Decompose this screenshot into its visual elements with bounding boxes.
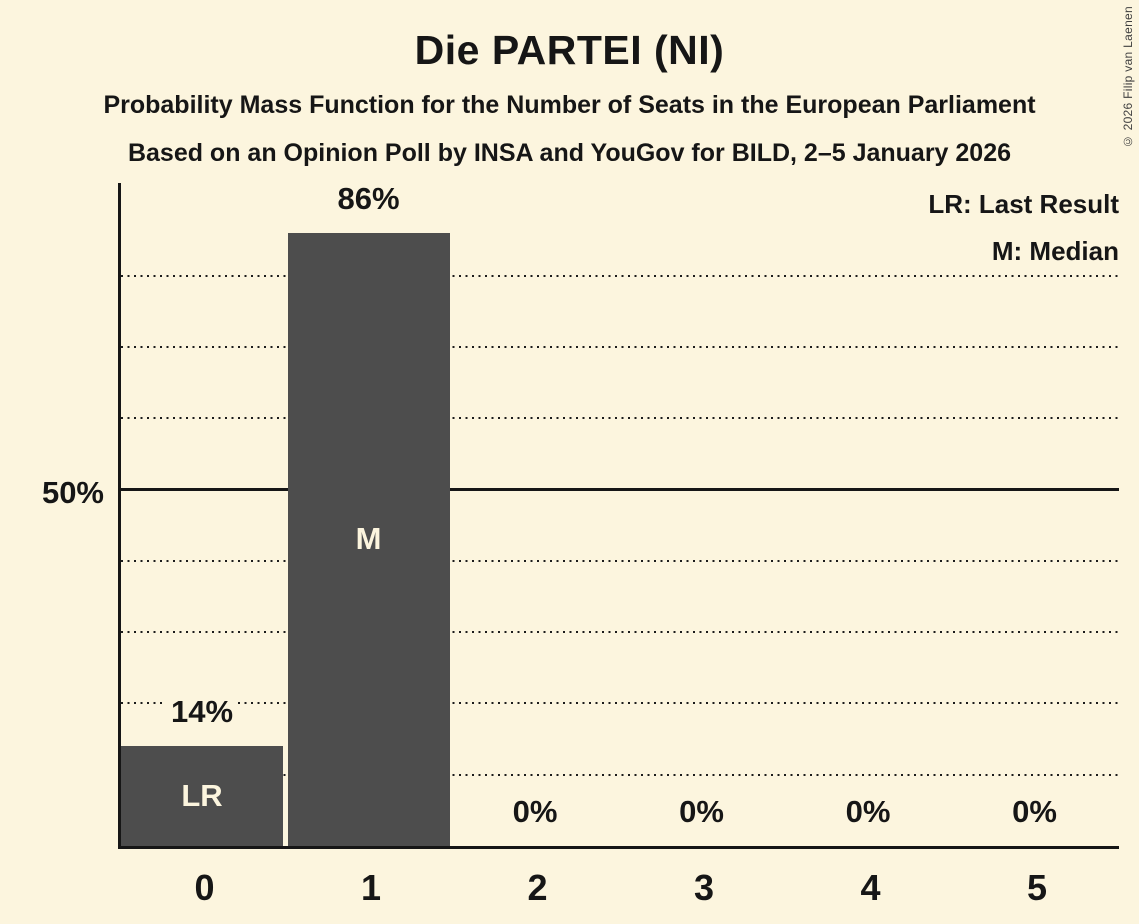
x-tick-label-1: 1	[360, 867, 382, 908]
gridline-10-percent	[121, 773, 1119, 776]
bar-value-label-seats-5: 0%	[954, 794, 1116, 830]
copyright-notice: © 2026 Filip van Laenen	[1121, 6, 1135, 149]
bar-value-label-seats-4: 0%	[787, 794, 949, 830]
x-tick-label-4: 4	[860, 867, 881, 908]
bar-seats-0	[121, 746, 283, 846]
gridline-80-percent	[121, 274, 1119, 277]
bar-annotation-m: M	[355, 521, 382, 557]
gridline-50-percent-solid	[121, 488, 1119, 491]
chart-subtitle-line1: Probability Mass Function for the Number…	[103, 91, 1036, 119]
plot-area: LR 14% M 86% 0% 0% 0% 0%	[118, 180, 1119, 849]
x-tick-label-2: 2	[527, 867, 548, 908]
gridline-70-percent	[121, 345, 1119, 348]
x-tick-label-0: 0	[194, 867, 215, 908]
x-tick-label-5: 5	[1026, 867, 1048, 908]
gridline-60-percent	[121, 417, 1119, 420]
bar-value-label-seats-1: 86%	[288, 180, 450, 217]
gridline-20-percent	[121, 702, 1119, 705]
bar-annotation-lr: LR	[181, 778, 223, 814]
bar-value-label-seats-3: 0%	[621, 794, 783, 830]
x-axis-tick-labels: 0 1 2 3 4 5	[121, 866, 1120, 910]
chart-title: Die PARTEI (NI)	[414, 27, 725, 73]
bar-value-label-seats-2: 0%	[454, 794, 616, 830]
gridline-30-percent	[121, 631, 1119, 634]
bar-seats-1	[287, 232, 450, 846]
legend-median: M: Median	[991, 236, 1119, 266]
y-axis-50-percent-label: 50%	[41, 475, 104, 510]
gridline-40-percent	[121, 559, 1119, 562]
x-tick-label-3: 3	[693, 867, 715, 908]
chart-subtitle-line2: Based on an Opinion Poll by INSA and You…	[127, 139, 1012, 167]
chart-legend: LR: Last Result M: Median	[928, 181, 1119, 275]
legend-last-result: LR: Last Result	[928, 189, 1119, 219]
bar-value-label-seats-0: 14%	[121, 694, 283, 730]
